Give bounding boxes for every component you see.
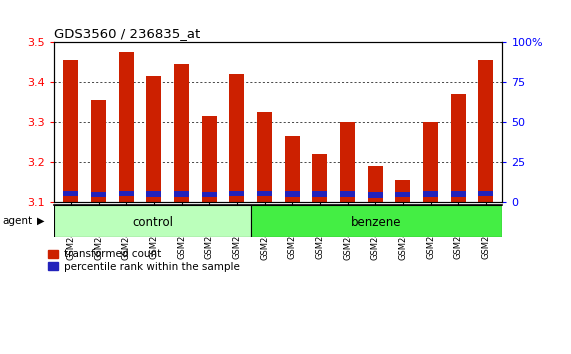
Bar — [202, 192, 217, 198]
Text: ▶: ▶ — [37, 216, 45, 226]
Bar — [257, 190, 272, 196]
Bar — [257, 112, 272, 202]
Bar — [229, 190, 244, 196]
Bar — [146, 76, 162, 202]
Bar — [395, 192, 411, 198]
Text: benzene: benzene — [351, 216, 402, 229]
Bar — [91, 100, 106, 202]
Text: agent: agent — [3, 216, 33, 226]
Bar — [202, 116, 217, 202]
Bar — [423, 191, 438, 196]
Bar — [451, 191, 466, 196]
Bar — [423, 122, 438, 202]
Bar — [63, 190, 78, 196]
Bar — [478, 190, 493, 196]
Bar — [251, 205, 502, 237]
Legend: transformed count, percentile rank within the sample: transformed count, percentile rank withi… — [48, 250, 239, 272]
Bar — [63, 61, 78, 202]
Bar — [478, 61, 493, 202]
Bar — [284, 191, 300, 196]
Bar — [312, 154, 328, 202]
Bar — [146, 192, 162, 197]
Bar — [340, 191, 355, 196]
Bar — [174, 64, 189, 202]
Bar — [368, 192, 383, 198]
Bar — [174, 191, 189, 196]
Bar — [54, 205, 251, 237]
Text: GDS3560 / 236835_at: GDS3560 / 236835_at — [54, 27, 200, 40]
Bar — [229, 74, 244, 202]
Bar — [368, 166, 383, 202]
Bar — [340, 122, 355, 202]
Bar — [119, 52, 134, 202]
Bar — [451, 94, 466, 202]
Bar — [312, 192, 328, 197]
Bar — [119, 190, 134, 196]
Bar — [91, 192, 106, 198]
Bar — [395, 180, 411, 202]
Bar — [284, 136, 300, 202]
Text: control: control — [132, 216, 173, 229]
